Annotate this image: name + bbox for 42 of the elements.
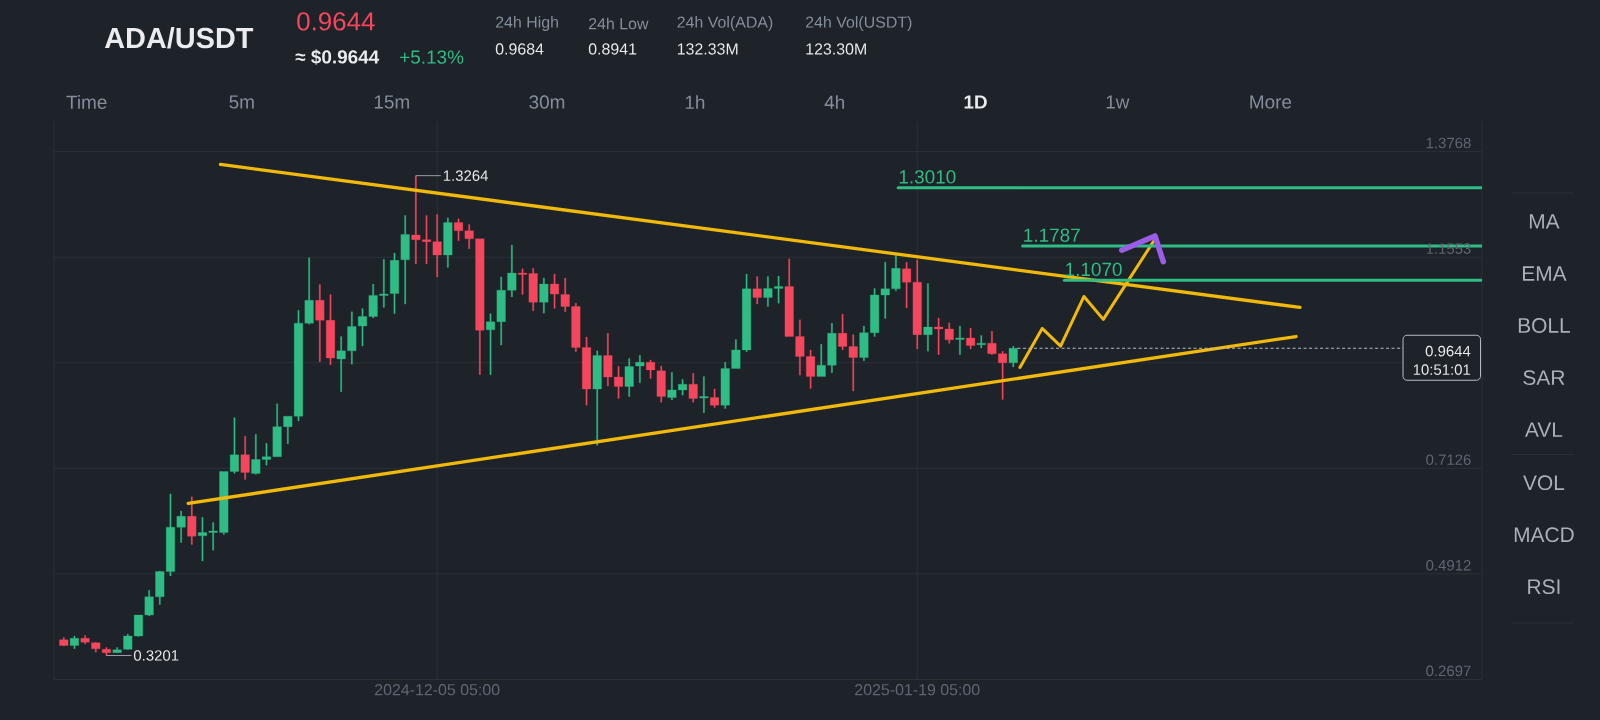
text: 1h	[685, 95, 705, 109]
x-tick-label: 2024-12-05 05:00	[375, 684, 500, 696]
annotation: 0.3201	[133, 650, 179, 661]
text: MACD	[1514, 527, 1574, 543]
text: 24h Vol(ADA)	[677, 16, 773, 31]
text: BOLL	[1518, 318, 1570, 333]
text: 1w	[1106, 95, 1130, 109]
text: 0.9644	[297, 12, 375, 31]
text: 30m	[529, 95, 565, 109]
text: SAR	[1523, 370, 1565, 385]
text: 123.30M	[806, 43, 866, 55]
ref-line-label: 0.9644	[1425, 345, 1471, 357]
x-tick-label: 2025-01-19 05:00	[855, 684, 980, 696]
text: MA	[1529, 214, 1560, 229]
text: RSI	[1528, 579, 1560, 595]
text: 24h High	[496, 16, 558, 31]
text: 15m	[374, 95, 409, 109]
annotation: 10:51:01	[1413, 364, 1471, 375]
y-tick-label: 1.3768	[1426, 137, 1471, 149]
text: +5.13%	[400, 50, 464, 64]
text: 4h	[824, 95, 844, 109]
text: AVL	[1524, 422, 1563, 437]
text: Time	[66, 95, 107, 109]
y-tick-label: 0.2697	[1426, 665, 1471, 677]
text: 24h Vol(USDT)	[806, 16, 912, 31]
text: More	[1250, 95, 1292, 109]
series-label: 1.3010	[899, 170, 956, 184]
series-label: 1.1787	[1024, 228, 1080, 242]
text: 0.9684	[495, 43, 544, 55]
text: VOL	[1523, 475, 1565, 491]
series-label: 1.1070	[1066, 262, 1122, 277]
y-tick-label: 0.7126	[1426, 454, 1471, 465]
text: ≈ $0.9644	[295, 49, 380, 65]
chart-title: ADA/USDT	[104, 27, 254, 49]
annotation: 1.3264	[443, 170, 488, 181]
text: EMA	[1522, 266, 1567, 281]
y-tick-label: 0.4912	[1426, 559, 1471, 571]
text: 1D	[964, 95, 987, 109]
text: 132.33M	[677, 43, 738, 55]
text: 24h Low	[589, 17, 649, 30]
text: 5m	[229, 95, 254, 109]
text: 0.8941	[588, 43, 637, 55]
